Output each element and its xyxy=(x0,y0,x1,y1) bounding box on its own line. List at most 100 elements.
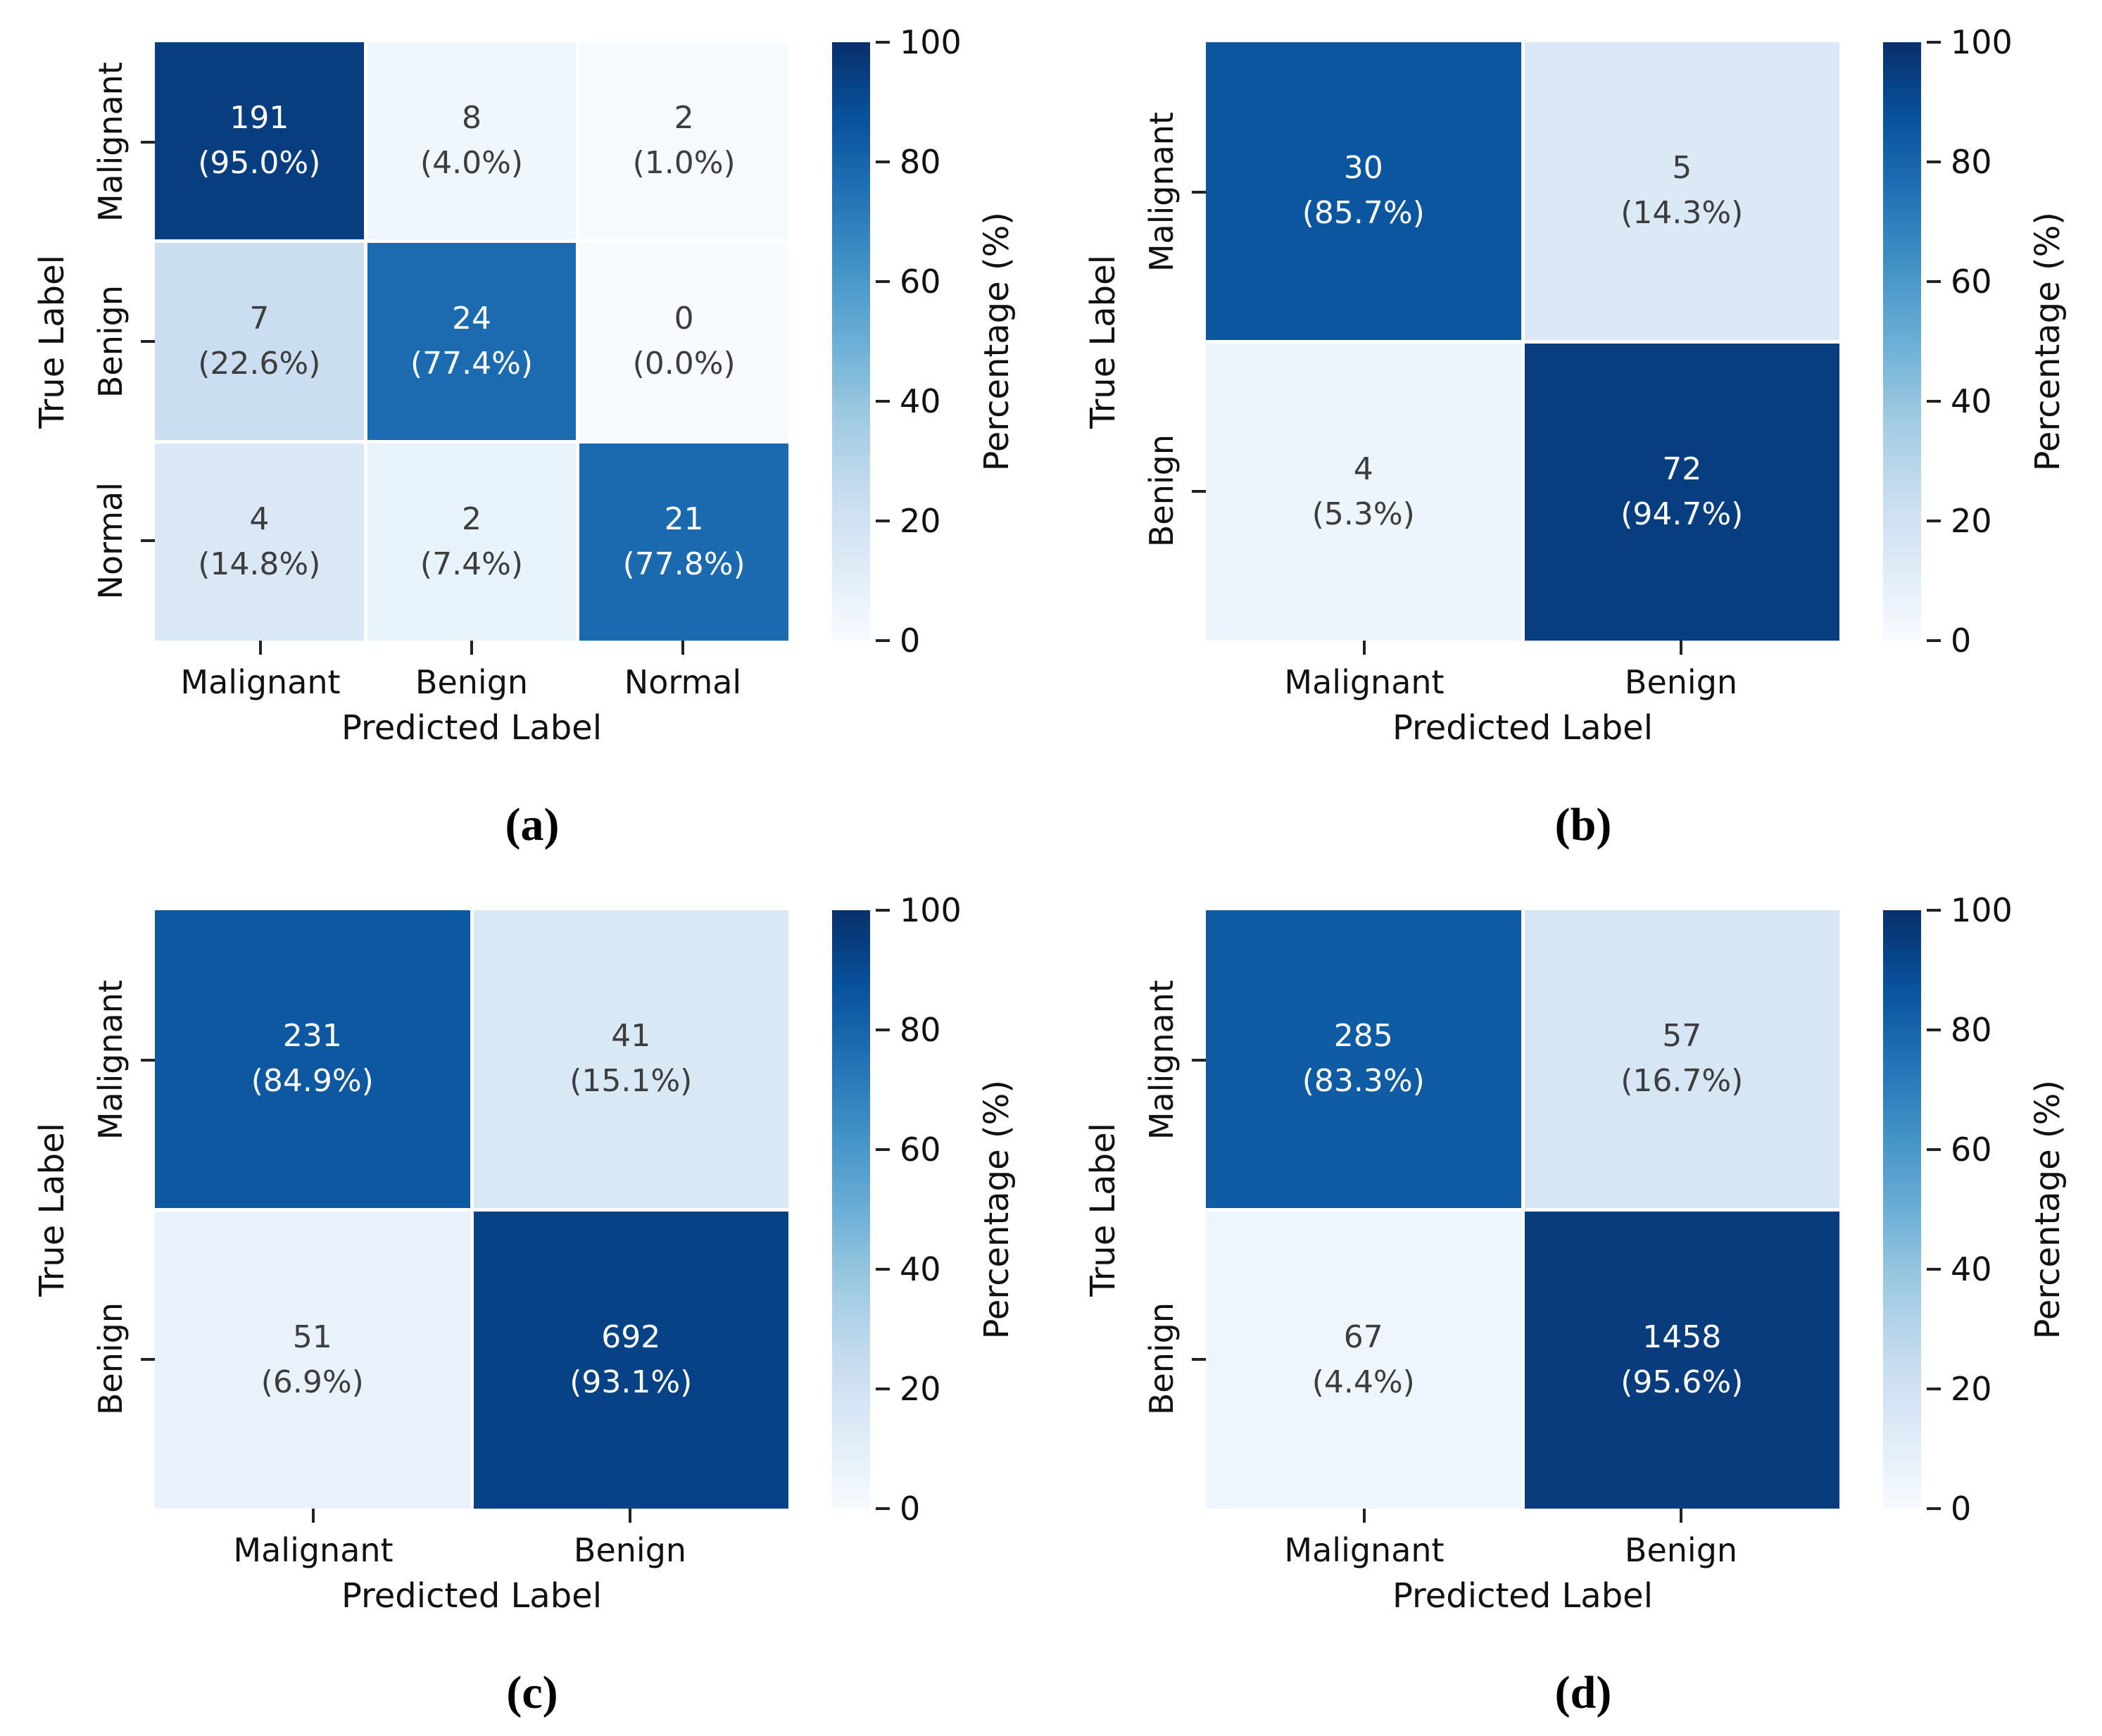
colorbar-tick-label: 100 xyxy=(900,23,962,61)
matrix-cell: 4 (14.8%) xyxy=(155,444,364,641)
cell-count: 57 xyxy=(1662,1018,1702,1055)
colorbar-tick-mark xyxy=(876,280,890,283)
heatmap-grid: 191 (95.0%) 8 (4.0%) 2 (1.0%) 7 (22.6%) 24 (77.4%… xyxy=(155,42,788,641)
matrix-cell: 5 (14.3%) xyxy=(1524,42,1839,340)
colorbar-tick-mark xyxy=(1927,1148,1941,1151)
heatmap-grid: 285 (83.3%) 57 (16.7%) 67 (4.4%) 1458 (95.6%) xyxy=(1206,910,1839,1509)
cell-count: 41 xyxy=(611,1018,651,1055)
cell-percentage: (83.3%) xyxy=(1302,1063,1425,1100)
cell-count: 7 xyxy=(249,301,270,337)
colorbar-tick: 20 xyxy=(876,502,941,540)
panel-caption: (c) xyxy=(506,1667,558,1718)
colorbar-tick: 20 xyxy=(876,1370,941,1408)
colorbar-tick: 0 xyxy=(1927,622,1971,660)
matrix-cell: 57 (16.7%) xyxy=(1524,910,1839,1208)
y-axis-label: True Label xyxy=(1083,254,1123,429)
colorbar-tick-mark xyxy=(876,400,890,403)
matrix-cell: 8 (4.0%) xyxy=(367,42,577,239)
cell-count: 5 xyxy=(1672,150,1692,187)
colorbar-tick-label: 100 xyxy=(900,891,962,929)
x-tick-label: Benign xyxy=(1624,1531,1738,1569)
x-tick: Benign xyxy=(1523,1509,1839,1569)
x-tick: Benign xyxy=(472,1509,788,1569)
cell-percentage: (0.0%) xyxy=(632,346,736,382)
colorbar-tick: 100 xyxy=(1927,23,2013,61)
cell-count: 1458 xyxy=(1642,1319,1722,1355)
colorbar-tick: 0 xyxy=(1927,1490,1971,1528)
colorbar xyxy=(1883,910,1921,1509)
cell-count: 30 xyxy=(1343,150,1383,187)
cell-percentage: (4.0%) xyxy=(420,145,524,181)
cell-count: 0 xyxy=(674,301,694,337)
x-axis-label: Predicted Label xyxy=(341,1576,603,1616)
x-tick-mark xyxy=(470,641,473,655)
y-tick-labels: Malignant Benign xyxy=(1131,42,1206,641)
y-tick-label: Normal xyxy=(92,482,130,600)
colorbar-tick-label: 40 xyxy=(900,382,941,420)
x-tick-mark xyxy=(1363,641,1366,655)
colorbar-tick-mark xyxy=(876,909,890,912)
colorbar-tick-mark xyxy=(1927,1388,1941,1390)
colorbar-tick-label: 60 xyxy=(900,263,941,301)
cell-percentage: (14.3%) xyxy=(1620,195,1744,232)
colorbar xyxy=(832,42,870,641)
matrix-cell: 1458 (95.6%) xyxy=(1524,1211,1839,1509)
colorbar-tick-label: 60 xyxy=(900,1131,941,1169)
cell-percentage: (93.1%) xyxy=(569,1364,693,1400)
colorbar xyxy=(1883,42,1921,641)
x-tick: Malignant xyxy=(1206,641,1523,701)
colorbar-tick-mark xyxy=(876,161,890,163)
y-tick-mark xyxy=(141,539,155,543)
x-tick-mark xyxy=(259,641,262,655)
cell-percentage: (5.3%) xyxy=(1311,496,1415,532)
cell-count: 692 xyxy=(601,1319,661,1355)
colorbar-tick-mark xyxy=(1927,161,1941,163)
x-axis-label: Predicted Label xyxy=(1392,1576,1654,1616)
y-axis-label: True Label xyxy=(1083,1122,1123,1297)
y-tick: Malignant xyxy=(1131,42,1206,341)
cell-percentage: (85.7%) xyxy=(1302,195,1425,232)
colorbar-tick-mark xyxy=(1927,1268,1941,1271)
colorbar-tick-label: 20 xyxy=(1951,502,1992,540)
y-tick-label: Benign xyxy=(92,284,130,398)
cell-percentage: (15.1%) xyxy=(569,1063,693,1100)
colorbar-tick-mark xyxy=(876,1268,890,1271)
cell-count: 4 xyxy=(249,501,270,538)
colorbar-tick-label: 0 xyxy=(1951,622,1972,660)
cell-percentage: (1.0%) xyxy=(632,145,736,181)
x-tick-labels: Malignant Benign xyxy=(1206,641,1839,701)
colorbar-tick-mark xyxy=(1927,1507,1941,1510)
colorbar-tick-label: 0 xyxy=(900,622,921,660)
panel-a: True Label Malignant Benign Normal 191 (95.… xyxy=(0,0,1051,868)
x-tick-label: Benign xyxy=(573,1531,687,1569)
x-tick: Malignant xyxy=(155,1509,472,1569)
colorbar-tick: 60 xyxy=(876,263,941,301)
x-tick-mark xyxy=(1680,641,1682,655)
matrix-cell: 2 (7.4%) xyxy=(367,444,577,641)
cell-count: 231 xyxy=(282,1018,342,1055)
colorbar-label: Percentage (%) xyxy=(977,211,1017,472)
colorbar-tick-label: 60 xyxy=(1951,1131,1992,1169)
matrix-cell: 51 (6.9%) xyxy=(155,1211,470,1509)
x-tick-label: Malignant xyxy=(233,1531,394,1569)
cell-count: 8 xyxy=(461,100,482,137)
cell-percentage: (16.7%) xyxy=(1620,1063,1744,1100)
y-tick-label: Benign xyxy=(92,1302,130,1416)
x-tick-labels: Malignant Benign xyxy=(155,1509,788,1569)
colorbar-tick: 40 xyxy=(1927,1250,1992,1288)
colorbar-tick-label: 80 xyxy=(1951,143,1992,181)
x-tick-mark xyxy=(1680,1509,1682,1523)
cell-count: 285 xyxy=(1333,1018,1393,1055)
panel-d: True Label Malignant Benign 285 (83.3%) 57 (… xyxy=(1051,868,2102,1736)
matrix-cell: 692 (93.1%) xyxy=(473,1211,788,1509)
x-tick-mark xyxy=(1363,1509,1366,1523)
colorbar-tick-mark xyxy=(876,1148,890,1151)
colorbar-tick-mark xyxy=(1927,909,1941,912)
colorbar-tick-label: 40 xyxy=(1951,1250,1992,1288)
colorbar-tick-mark xyxy=(1927,400,1941,403)
y-tick-labels: Malignant Benign Normal xyxy=(80,42,155,641)
cell-percentage: (4.4%) xyxy=(1311,1364,1415,1400)
x-tick-mark xyxy=(312,1509,315,1523)
x-tick-labels: Malignant Benign xyxy=(1206,1509,1839,1569)
colorbar-tick: 40 xyxy=(876,1250,941,1288)
